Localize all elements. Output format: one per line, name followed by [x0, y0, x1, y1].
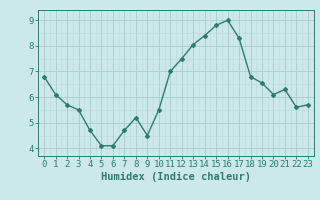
X-axis label: Humidex (Indice chaleur): Humidex (Indice chaleur): [101, 172, 251, 182]
